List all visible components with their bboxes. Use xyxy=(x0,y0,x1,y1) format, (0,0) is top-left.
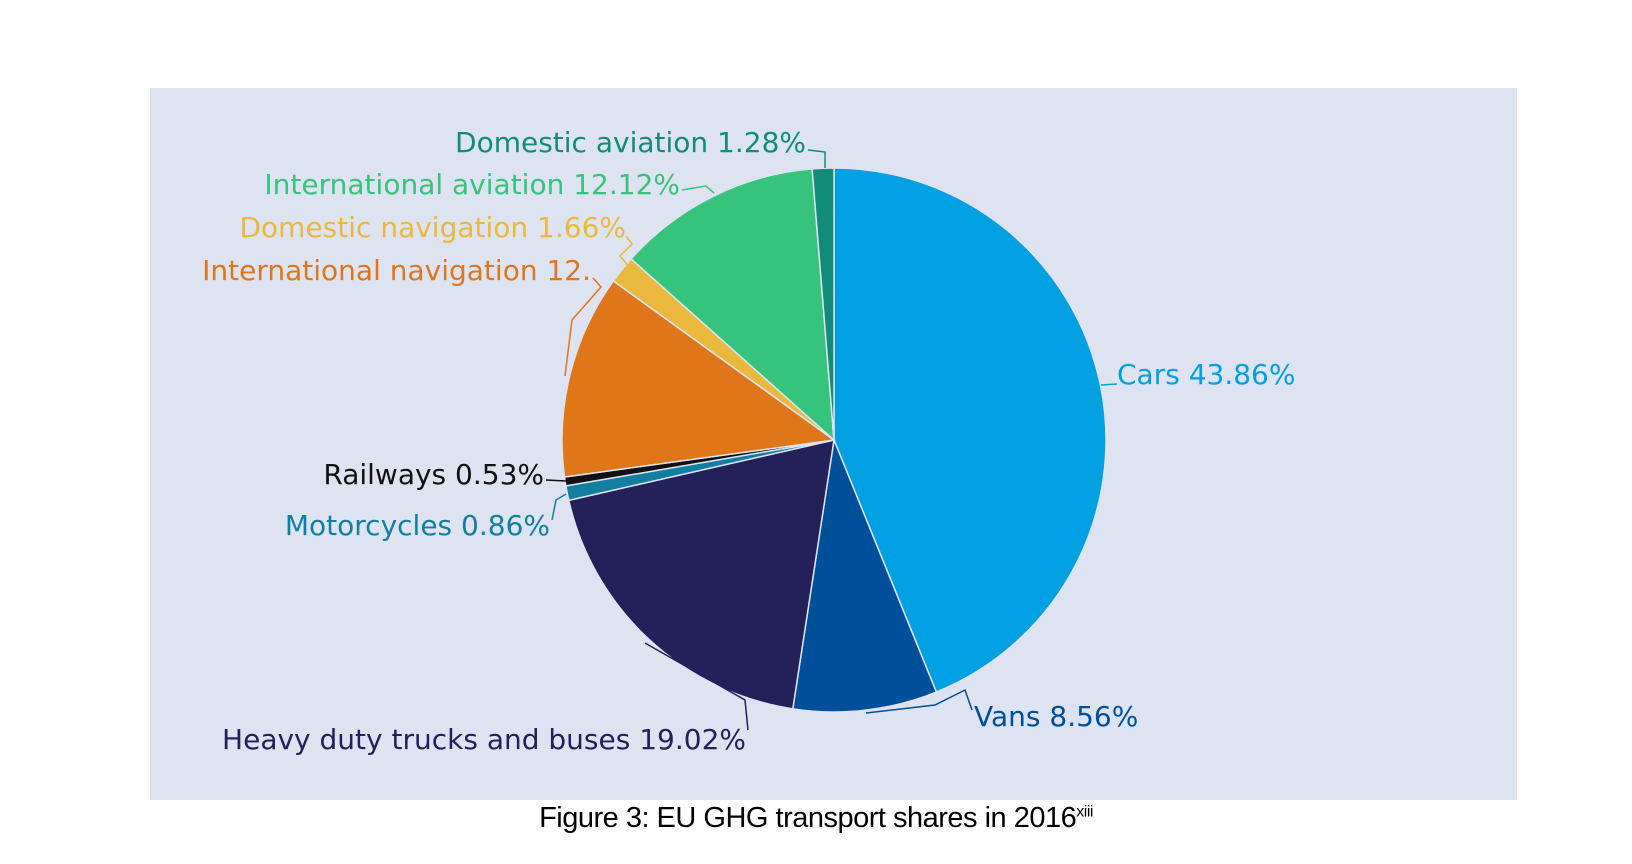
figure-caption: Figure 3: EU GHG transport shares in 201… xyxy=(0,802,1632,835)
pie-slice-international-navigation xyxy=(561,279,836,478)
pie-slice-vans xyxy=(791,437,938,713)
slice-label: Motorcycles 0.86% xyxy=(285,509,550,542)
slice-label: International navigation 12. xyxy=(202,254,591,287)
slice-label: Domestic navigation 1.66% xyxy=(239,211,626,244)
pie-slice-heavy-duty-trucks-and-buses xyxy=(567,439,835,710)
caption-text: Figure 3: EU GHG transport shares in 201… xyxy=(539,802,1077,834)
leader-line xyxy=(618,235,633,269)
caption-superscript: xiii xyxy=(1076,803,1093,821)
slice-label: Railways 0.53% xyxy=(323,458,544,491)
pie-slice-domestic-aviation xyxy=(811,167,835,441)
leader-line xyxy=(865,688,973,714)
pie-slice-international-aviation xyxy=(630,168,835,442)
leader-line xyxy=(551,493,567,521)
leader-line xyxy=(1100,383,1118,386)
slice-label: Cars 43.86% xyxy=(1117,358,1295,391)
slice-label: Vans 8.56% xyxy=(974,700,1138,733)
leader-line xyxy=(644,642,749,731)
leader-line xyxy=(545,479,567,482)
slice-label: Heavy duty trucks and buses 19.02% xyxy=(222,723,746,756)
leader-line xyxy=(681,185,715,194)
leader-line xyxy=(564,277,603,377)
slice-label: Domestic aviation 1.28% xyxy=(455,126,806,159)
slice-label: International aviation 12.12% xyxy=(264,168,680,201)
leader-line xyxy=(807,149,826,168)
pie-slice-cars xyxy=(833,167,1107,693)
